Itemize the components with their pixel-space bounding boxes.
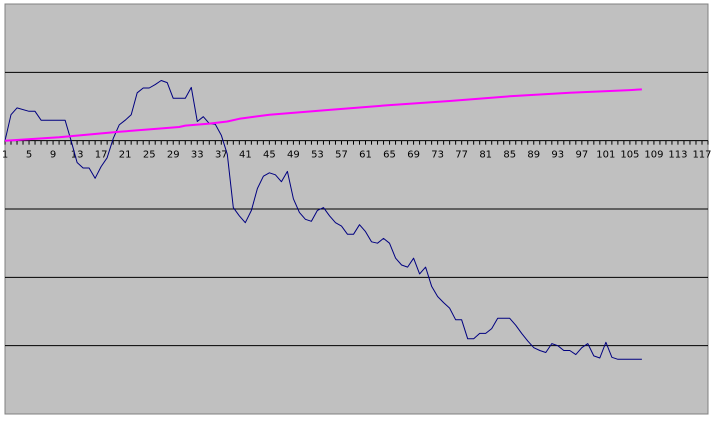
series-line-2 [4,88,642,142]
x-tick-label: 37 [215,150,228,161]
x-tick-label: 57 [335,150,348,161]
x-tick-label: 1 [2,150,8,161]
x-tick-label: 85 [503,150,516,161]
x-tick-label: 5 [26,150,32,161]
x-tick-label: 97 [575,150,588,161]
x-tick-label: 49 [287,150,300,161]
x-tick-label: 9 [50,150,56,161]
x-tick-label: 65 [383,150,396,161]
x-tick-label: 77 [455,150,468,161]
x-tick-label: 101 [596,150,615,161]
x-tick-label: 109 [644,150,663,161]
x-tick-label: 41 [239,150,252,161]
x-tick-label: 73 [431,150,444,161]
x-tick-label: 21 [119,150,132,161]
x-tick-label: 61 [359,150,372,161]
x-tick-label: 13 [71,150,84,161]
x-tick-label: 53 [311,150,324,161]
x-tick-label: 89 [527,150,540,161]
x-tick-label: 29 [167,150,180,161]
x-tick-label: 93 [551,150,564,161]
x-tick-label: 113 [668,150,687,161]
x-axis: 1 5 9 13 17 21 25 29 33 37 41 45 49 53 57 61 65 69 73 77 81 8… [2,140,712,161]
x-tick-label: 81 [479,150,492,161]
series-layer [4,80,642,360]
gridlines [5,71,708,347]
x-tick-label: 117 [692,150,711,161]
x-tick-label: 17 [95,150,108,161]
x-tick-label: 69 [407,150,420,161]
x-tick-label: 25 [143,150,156,161]
x-tick-label: 105 [620,150,639,161]
x-tick-label: 33 [191,150,204,161]
x-tick-label: 45 [263,150,276,161]
